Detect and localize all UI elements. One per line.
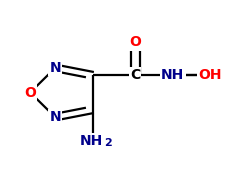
Text: O: O [129, 35, 141, 49]
Text: N: N [49, 61, 61, 75]
Text: C: C [130, 68, 140, 82]
Text: 2: 2 [104, 138, 111, 148]
Text: N: N [49, 110, 61, 124]
Text: NH: NH [80, 134, 103, 148]
Text: OH: OH [198, 68, 221, 82]
Text: O: O [24, 85, 36, 100]
Text: NH: NH [161, 68, 184, 82]
